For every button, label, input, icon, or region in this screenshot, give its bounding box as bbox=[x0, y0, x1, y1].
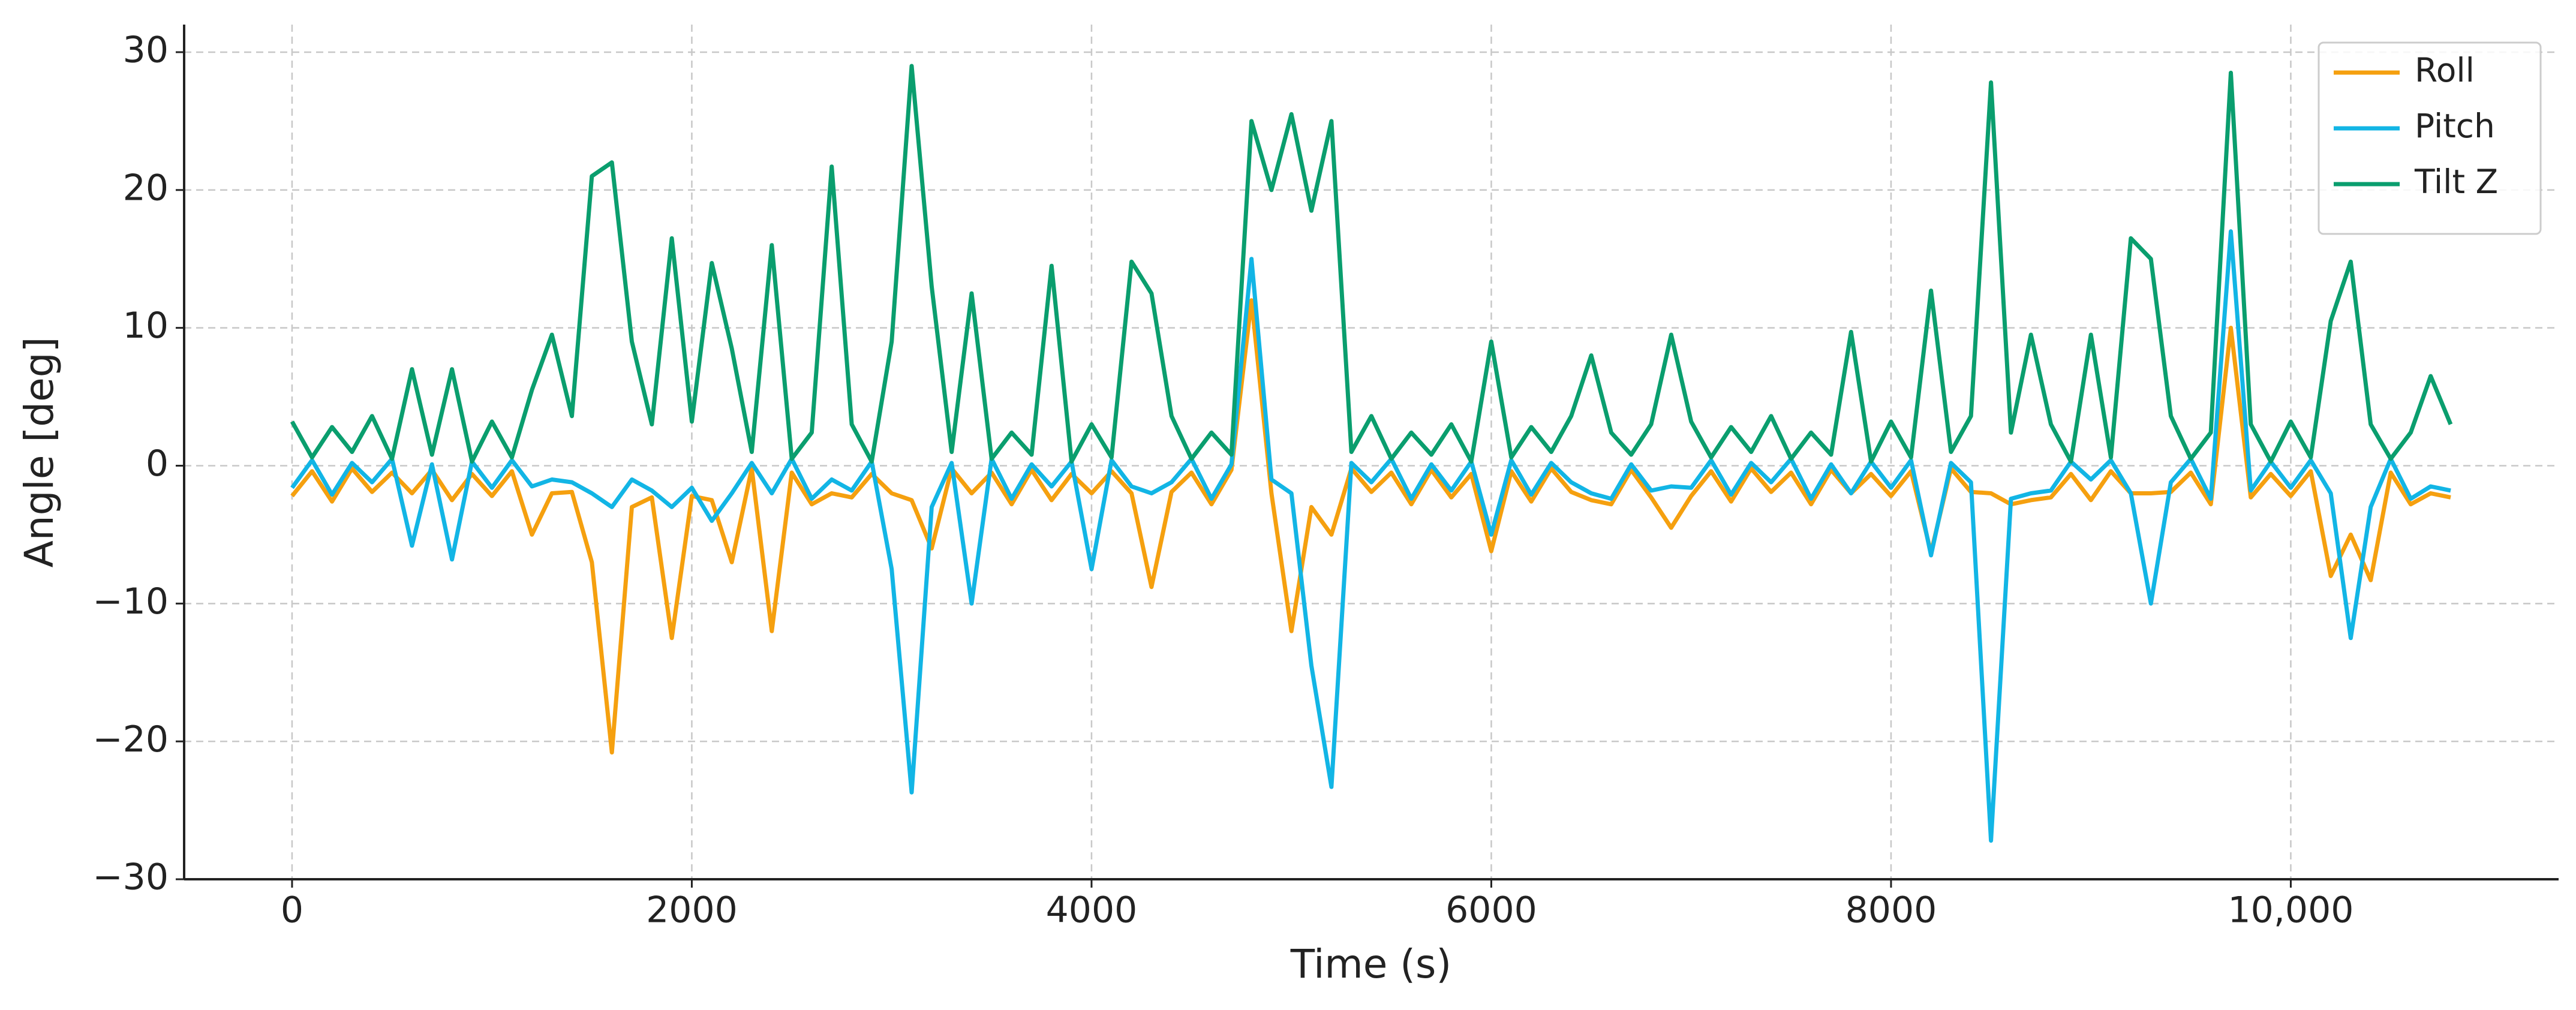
y-tick-label: −20 bbox=[92, 719, 169, 760]
legend: Roll Pitch Tilt Z bbox=[2318, 41, 2542, 235]
x-tick-label: 2000 bbox=[646, 889, 738, 931]
y-tick-label: 30 bbox=[123, 29, 169, 71]
y-tick-label: 10 bbox=[123, 305, 169, 347]
legend-label: Tilt Z bbox=[2414, 163, 2498, 201]
legend-label: Roll bbox=[2415, 51, 2475, 89]
series-line bbox=[290, 298, 2451, 755]
x-tick-label: 0 bbox=[281, 889, 303, 931]
x-tick-label: 10,000 bbox=[2228, 889, 2353, 931]
x-tick-label: 4000 bbox=[1046, 889, 1138, 931]
series-line bbox=[290, 229, 2451, 843]
y-tick-label: 20 bbox=[123, 167, 169, 209]
x-tick-label: 8000 bbox=[1845, 889, 1937, 931]
x-axis-label: Time (s) bbox=[1290, 941, 1451, 987]
y-tick-label: 0 bbox=[146, 443, 169, 485]
y-axis-label: Angle [deg] bbox=[16, 337, 62, 568]
x-tick-label: 6000 bbox=[1445, 889, 1537, 931]
y-tick-label: −10 bbox=[92, 581, 169, 623]
y-tick-label: −30 bbox=[92, 856, 169, 898]
series-line bbox=[290, 64, 2453, 464]
legend-label: Pitch bbox=[2415, 107, 2495, 145]
